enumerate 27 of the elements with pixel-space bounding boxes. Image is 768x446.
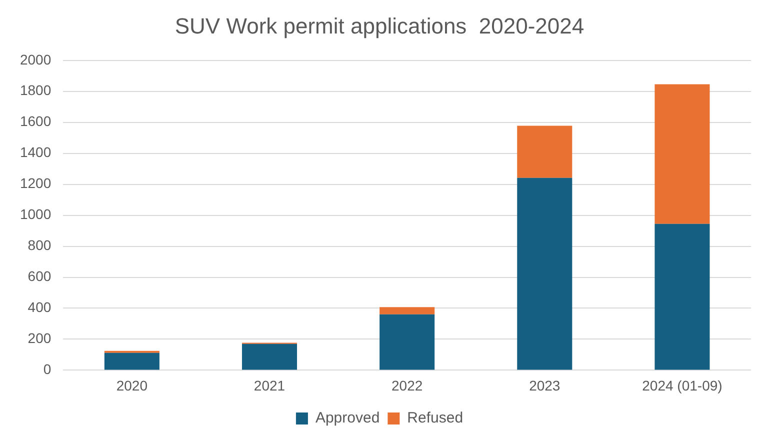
x-tick-label: 2021 — [254, 377, 286, 394]
x-tick-label: 2023 — [529, 377, 560, 394]
y-tick-label: 0 — [43, 361, 52, 378]
bar — [517, 126, 572, 178]
bar — [242, 344, 298, 370]
bar — [517, 178, 572, 370]
y-tick-label: 1800 — [20, 82, 52, 98]
y-tick-label: 400 — [28, 299, 52, 316]
y-tick-label: 1000 — [20, 206, 52, 222]
bar — [654, 84, 710, 224]
bar — [654, 224, 710, 370]
y-tick-label: 1200 — [20, 175, 52, 192]
legend-label: Approved — [315, 410, 380, 427]
y-tick-label: 1600 — [20, 113, 52, 130]
y-tick-label: 600 — [28, 268, 52, 284]
chart-title: SUV Work permit applications 2020-2024 — [174, 13, 584, 38]
bar — [104, 352, 160, 370]
y-tick-label: 2000 — [20, 51, 52, 68]
x-tick-label: 2020 — [116, 377, 148, 394]
bar — [380, 307, 435, 314]
x-tick-label: 2024 (01-09) — [642, 377, 722, 394]
y-tick-label: 1400 — [20, 144, 52, 160]
bar — [380, 314, 435, 370]
y-tick-label: 800 — [28, 237, 52, 254]
x-tick-label: 2022 — [391, 377, 423, 394]
y-tick-label: 200 — [28, 330, 52, 346]
legend-label: Refused — [407, 410, 464, 427]
